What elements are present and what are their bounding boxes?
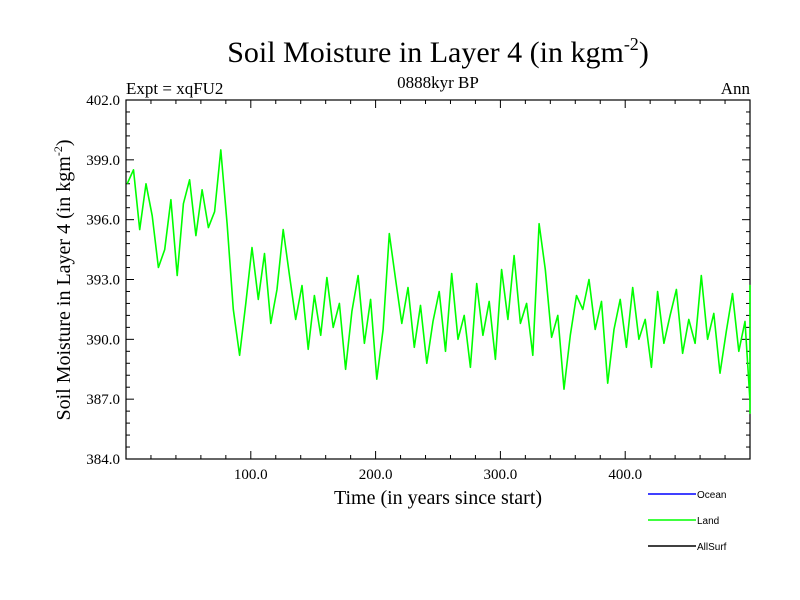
legend: Ocean Land AllSurf [648,490,727,553]
x-tick-label: 300.0 [484,467,518,483]
y-tick-label: 384.0 [86,452,120,468]
subtitle-period: 0888kyr BP [397,73,479,92]
y-tick-label: 402.0 [86,93,120,109]
y-tick-label: 390.0 [86,332,120,348]
axis-ticks: 100.0 200.0 300.0 400.0 384.0 387.0 390.0 393.0… [86,93,750,483]
series-line-land [126,149,751,414]
x-tick-label: 200.0 [359,467,393,483]
x-tick-label: 400.0 [608,467,642,483]
chart-title: Soil Moisture in Layer 4 (in kgm-2) [227,34,649,69]
x-axis-label: Time (in years since start) [334,487,542,509]
legend-label-land: Land [697,516,719,527]
subtitle-experiment: Expt = xqFU2 [126,79,223,98]
subtitle-season: Ann [721,79,751,98]
y-tick-label: 393.0 [86,273,120,289]
legend-label-ocean: Ocean [697,490,726,501]
y-tick-label: 399.0 [86,153,120,169]
y-axis-label: Soil Moisture in Layer 4 (in kgm-2) [51,139,75,420]
legend-label-allsurf: AllSurf [697,542,727,553]
y-tick-label: 387.0 [86,392,120,408]
y-tick-label: 396.0 [86,213,120,229]
series-layer [126,149,751,414]
x-tick-label: 100.0 [234,467,268,483]
